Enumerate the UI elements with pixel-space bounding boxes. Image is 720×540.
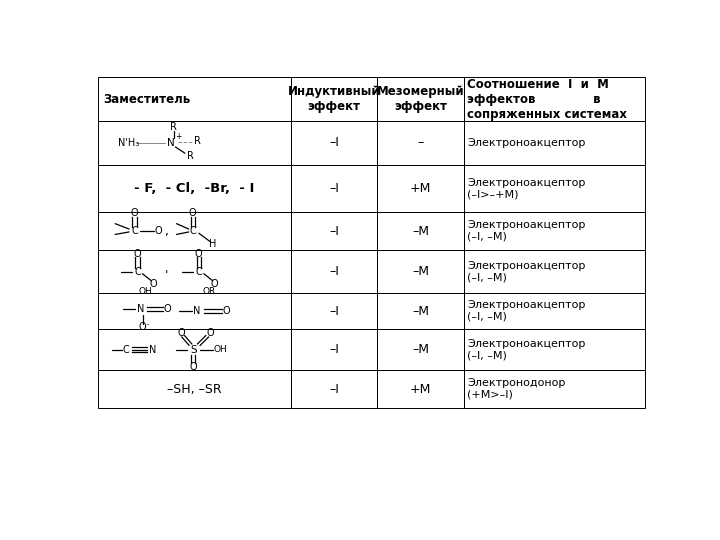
Text: N: N <box>137 304 144 314</box>
Text: O: O <box>211 279 218 289</box>
Text: R: R <box>170 122 177 132</box>
Text: O: O <box>139 322 146 332</box>
Bar <box>377 212 464 250</box>
Bar <box>99 329 291 370</box>
Text: +: + <box>175 132 181 141</box>
Text: Электроноакцептор
(–I, –M): Электроноакцептор (–I, –M) <box>467 339 585 360</box>
Text: S: S <box>190 345 197 355</box>
Text: –I: –I <box>329 265 339 278</box>
Text: –I: –I <box>329 136 339 149</box>
Text: OH: OH <box>213 345 227 354</box>
Bar <box>291 250 377 293</box>
Text: –I: –I <box>329 343 339 356</box>
Text: OH: OH <box>139 287 153 296</box>
Text: ': ' <box>165 269 168 282</box>
Bar <box>291 212 377 250</box>
Text: O: O <box>163 304 171 314</box>
Text: +M: +M <box>410 383 431 396</box>
Text: C: C <box>195 267 202 276</box>
Text: N: N <box>194 306 201 316</box>
Bar <box>99 77 291 121</box>
Text: C: C <box>134 267 141 276</box>
Bar <box>99 165 291 212</box>
Text: R: R <box>187 151 194 161</box>
Text: N: N <box>149 345 156 355</box>
Bar <box>377 121 464 165</box>
Text: –I: –I <box>329 383 339 396</box>
Bar <box>291 370 377 408</box>
Text: O: O <box>130 208 138 218</box>
Text: Электроноакцептор
(–I, –M): Электроноакцептор (–I, –M) <box>467 261 585 282</box>
Text: C: C <box>131 226 138 236</box>
Text: Электронодонор
(+M>–I): Электронодонор (+M>–I) <box>467 379 566 400</box>
Bar <box>464 250 645 293</box>
Text: O: O <box>149 279 157 289</box>
Text: –M: –M <box>412 265 429 278</box>
Text: –I: –I <box>329 305 339 318</box>
Text: R: R <box>194 136 201 146</box>
Bar <box>464 370 645 408</box>
Bar <box>464 212 645 250</box>
Bar <box>377 250 464 293</box>
Text: O: O <box>206 328 214 338</box>
Text: Электроноакцептор
(–I>–+M): Электроноакцептор (–I>–+M) <box>467 178 585 199</box>
Bar <box>464 329 645 370</box>
Bar <box>377 293 464 329</box>
Text: –M: –M <box>412 305 429 318</box>
Text: N'H₃: N'H₃ <box>118 138 140 148</box>
Text: Электроноакцептор
(–I, –M): Электроноакцептор (–I, –M) <box>467 220 585 242</box>
Text: Электроноакцептор: Электроноакцептор <box>467 138 585 148</box>
Text: Заместитель: Заместитель <box>103 92 190 106</box>
Bar <box>377 329 464 370</box>
Text: –SH, –SR: –SH, –SR <box>167 383 222 396</box>
Text: O: O <box>177 328 185 338</box>
Bar <box>377 370 464 408</box>
Text: Соотношение  I  и  M
эффектов              в
сопряженных системах: Соотношение I и M эффектов в сопряженных… <box>467 78 626 120</box>
Text: O: O <box>154 226 162 236</box>
Text: C: C <box>123 345 130 355</box>
Text: O: O <box>189 208 197 218</box>
Bar <box>464 293 645 329</box>
Bar <box>291 77 377 121</box>
Bar <box>464 77 645 121</box>
Text: H: H <box>209 239 216 249</box>
Text: –: – <box>418 136 424 149</box>
Bar <box>291 329 377 370</box>
Text: –I: –I <box>329 225 339 238</box>
Bar <box>377 77 464 121</box>
Text: +M: +M <box>410 182 431 195</box>
Text: O: O <box>133 249 140 259</box>
Bar <box>377 165 464 212</box>
Text: Мезомерный
эффект: Мезомерный эффект <box>377 85 464 113</box>
Text: - F,  - Cl,  -Br,  - I: - F, - Cl, -Br, - I <box>135 182 255 195</box>
Bar <box>291 293 377 329</box>
Text: O: O <box>194 249 202 259</box>
Text: –M: –M <box>412 225 429 238</box>
Bar <box>464 165 645 212</box>
Bar <box>99 250 291 293</box>
Text: ·: · <box>145 319 150 332</box>
Text: Электроноакцептор
(–I, –M): Электроноакцептор (–I, –M) <box>467 300 585 322</box>
Text: –I: –I <box>329 182 339 195</box>
Text: –M: –M <box>412 343 429 356</box>
Text: OR: OR <box>202 287 215 296</box>
Bar <box>99 293 291 329</box>
Bar <box>291 165 377 212</box>
Bar <box>291 121 377 165</box>
Text: O: O <box>223 306 230 316</box>
Text: ,: , <box>166 225 169 238</box>
Bar <box>99 212 291 250</box>
Text: O: O <box>189 362 197 372</box>
Text: Индуктивный
эффект: Индуктивный эффект <box>288 85 380 113</box>
Bar <box>464 121 645 165</box>
Bar <box>99 370 291 408</box>
Bar <box>99 121 291 165</box>
Text: C: C <box>190 226 197 236</box>
Text: N: N <box>167 138 175 148</box>
